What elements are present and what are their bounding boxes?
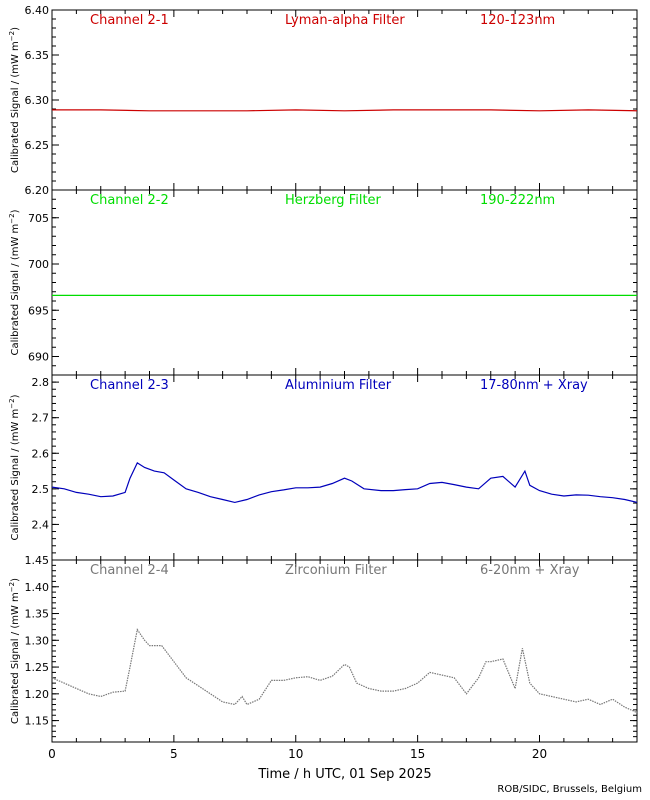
panel-3-y-tick-label: 2.6 (32, 447, 50, 460)
panel-1-series-line (52, 109, 638, 112)
panel-1: 6.20 6.25 6.30 6.35 6.40 Channel 2-1 Lyman-alp… (8, 4, 638, 197)
panel-4: 1.15 1.20 1.25 1.30 1.35 1.40 1.45 0 5 10 15 20 Chan… (8, 554, 638, 761)
panel-4-y-axis-label: Calibrated Signal / (mW m−2) (8, 578, 21, 724)
x-tick-label: 15 (410, 747, 425, 761)
x-tick-label: 0 (48, 747, 56, 761)
panel-3: 2.4 2.5 2.6 2.7 2.8 Channel 2-3 Aluminium Filt… (8, 374, 638, 561)
panel-4-y-tick-label: 1.25 (25, 661, 50, 674)
chart-panels: 6.20 6.25 6.30 6.35 6.40 Channel 2-1 Lyman-alp… (8, 4, 638, 761)
panel-3-y-tick-label: 2.4 (32, 518, 50, 531)
panel-4-band-label: 6-20nm + Xray (480, 563, 580, 578)
x-tick-label: 20 (532, 747, 547, 761)
panel-3-channel-label: Channel 2-3 (90, 378, 169, 393)
panel-3-filter-label: Aluminium Filter (285, 378, 392, 393)
panel-2: 690 695 700 705 Channel 2-2 Herzberg Filter 19… (8, 189, 638, 376)
panel-4-filter-label: Zirconium Filter (285, 563, 387, 578)
panel-4-y-tick-label: 1.15 (25, 715, 50, 728)
panel-3-y-tick-label: 2.7 (32, 412, 50, 425)
x-tick-label: 5 (170, 747, 178, 761)
panel-2-y-tick-label: 695 (28, 304, 49, 317)
panel-3-y-tick-label: 2.5 (32, 483, 50, 496)
panel-4-y-tick-label: 1.30 (25, 634, 50, 647)
panel-4-channel-label: Channel 2-4 (90, 563, 169, 578)
panel-2-band-label: 190-222nm (480, 193, 555, 208)
panel-2-y-tick-label: 705 (28, 212, 49, 225)
panel-2-y-tick-label: 690 (28, 351, 49, 364)
panel-3-band-label: 17-80nm + Xray (480, 378, 588, 393)
panel-3-y-tick-label: 2.8 (32, 376, 50, 389)
panel-1-filter-label: Lyman-alpha Filter (285, 13, 405, 28)
panel-4-y-tick-label: 1.40 (25, 581, 50, 594)
panel-1-channel-label: Channel 2-1 (90, 13, 169, 28)
panel-1-y-tick-label: 6.25 (25, 139, 50, 152)
panel-2-y-tick-label: 700 (28, 258, 49, 271)
panel-1-y-axis-label: Calibrated Signal / (mW m−2) (8, 27, 21, 173)
panel-4-y-tick-label: 1.35 (25, 608, 50, 621)
panel-1-y-tick-label: 6.40 (25, 4, 50, 17)
panel-1-y-tick-label: 6.30 (25, 94, 50, 107)
panel-4-y-tick-label: 1.45 (25, 554, 50, 567)
panel-2-y-axis-label: Calibrated Signal / (mW m−2) (8, 209, 21, 355)
panel-3-y-axis-label: Calibrated Signal / (mW m−2) (8, 394, 21, 540)
credit-text: ROB/SIDC, Brussels, Belgium (497, 784, 642, 795)
panel-4-series-line (51, 628, 638, 714)
panel-4-y-tick-label: 1.20 (25, 688, 50, 701)
panel-1-y-tick-label: 6.35 (25, 49, 50, 62)
x-axis-label: Time / h UTC, 01 Sep 2025 (257, 767, 431, 782)
x-tick-label: 10 (288, 747, 303, 761)
panel-1-band-label: 120-123nm (480, 13, 555, 28)
panel-1-y-tick-label: 6.20 (25, 184, 50, 197)
panel-2-channel-label: Channel 2-2 (90, 193, 169, 208)
panel-2-filter-label: Herzberg Filter (285, 193, 382, 208)
panel-3-series-line (51, 462, 638, 504)
